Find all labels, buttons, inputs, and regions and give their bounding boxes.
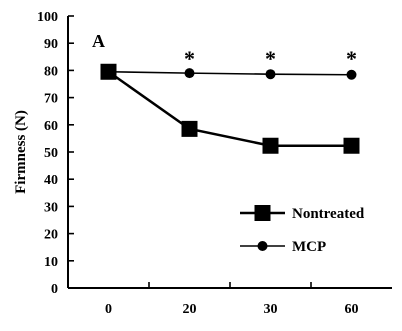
- y-tick-label: 30: [44, 200, 58, 215]
- mcp-point: [103, 66, 114, 77]
- x-tick-label: 30: [264, 302, 278, 317]
- significance-asterisk: *: [265, 46, 276, 71]
- legend-label-mcp: MCP: [292, 239, 326, 255]
- significance-asterisk: *: [184, 46, 195, 71]
- legend-label-nontreated: Nontreated: [292, 206, 365, 222]
- mcp-point: [346, 69, 357, 80]
- x-tick-label: 0: [105, 302, 112, 317]
- y-axis-title: Firmness (N): [13, 110, 29, 194]
- nontreated-point: [181, 120, 198, 137]
- y-tick-label: 100: [37, 10, 58, 25]
- mcp-series-line: [108, 70, 352, 76]
- panel-label: A: [92, 31, 105, 51]
- y-tick-label: 40: [44, 173, 58, 188]
- y-tick-label: 10: [44, 255, 58, 270]
- y-tick-label: 0: [51, 282, 58, 297]
- y-tick-label: 80: [44, 64, 58, 79]
- legend-marker-nontreated: [254, 205, 271, 221]
- y-tick-label: 70: [44, 92, 58, 107]
- x-tick-label: 60: [345, 302, 359, 317]
- nontreated-point: [343, 137, 360, 154]
- x-tick-label: 20: [183, 302, 197, 317]
- nontreated-series-line: [107, 70, 352, 147]
- mcp-point: [265, 69, 276, 80]
- mcp-point: [184, 68, 195, 79]
- y-tick-label: 50: [44, 146, 58, 161]
- y-tick-label: 60: [44, 119, 58, 134]
- legend-marker-mcp: [257, 241, 268, 251]
- y-tick-label: 90: [44, 37, 58, 52]
- nontreated-point: [262, 137, 279, 154]
- y-tick-label: 20: [44, 228, 58, 243]
- significance-asterisk: *: [346, 46, 357, 71]
- plot-area: 0 10 20 30 40 50 60 70 80 90 100 0 20 30 60 * * * Nontreat…: [37, 10, 392, 317]
